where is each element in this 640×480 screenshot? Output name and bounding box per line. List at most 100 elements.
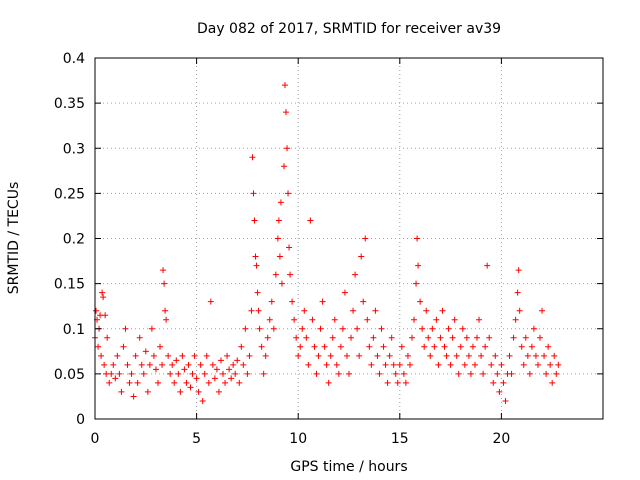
data-point xyxy=(138,361,145,368)
data-point xyxy=(205,379,212,386)
y-tick-label: 0.05 xyxy=(54,367,85,383)
data-point xyxy=(474,334,481,341)
data-point xyxy=(482,343,489,350)
data-point xyxy=(228,375,235,382)
data-point xyxy=(272,271,279,278)
data-point xyxy=(348,334,355,341)
data-point xyxy=(100,294,107,301)
data-point xyxy=(518,343,525,350)
data-point xyxy=(126,379,133,386)
data-point xyxy=(280,163,287,170)
data-point xyxy=(222,379,229,386)
data-point xyxy=(197,361,204,368)
data-point xyxy=(335,370,342,377)
data-point xyxy=(374,352,381,359)
data-point xyxy=(327,352,334,359)
data-point xyxy=(167,370,174,377)
data-point xyxy=(437,334,444,341)
data-point xyxy=(522,334,529,341)
data-point xyxy=(402,379,409,386)
data-point xyxy=(443,352,450,359)
data-point xyxy=(319,298,326,305)
data-point xyxy=(286,244,293,251)
data-point xyxy=(169,361,176,368)
data-point xyxy=(510,334,517,341)
data-point xyxy=(496,388,503,395)
data-point xyxy=(323,361,330,368)
data-point xyxy=(321,343,328,350)
data-point xyxy=(244,370,251,377)
data-point xyxy=(226,366,233,373)
data-point xyxy=(404,352,411,359)
data-point xyxy=(441,343,448,350)
data-point xyxy=(463,334,470,341)
data-point xyxy=(289,298,296,305)
data-point xyxy=(396,361,403,368)
data-point xyxy=(266,316,273,323)
data-point xyxy=(230,361,237,368)
data-point xyxy=(191,352,198,359)
data-point xyxy=(461,361,468,368)
data-point xyxy=(543,370,550,377)
x-tick-label: 0 xyxy=(91,431,100,447)
data-point xyxy=(177,388,184,395)
data-point xyxy=(528,343,535,350)
data-point xyxy=(299,325,306,332)
data-point xyxy=(530,325,537,332)
data-point xyxy=(207,298,214,305)
data-point xyxy=(421,343,428,350)
y-tick-label: 0.35 xyxy=(54,96,85,112)
data-point xyxy=(419,325,426,332)
data-point xyxy=(258,343,265,350)
data-point xyxy=(453,352,460,359)
y-tick-label: 0.1 xyxy=(63,322,85,338)
data-point xyxy=(152,366,159,373)
data-point xyxy=(471,361,478,368)
data-point xyxy=(520,361,527,368)
data-point xyxy=(358,253,365,260)
data-point xyxy=(425,334,432,341)
data-point xyxy=(128,370,135,377)
data-point xyxy=(254,289,261,296)
data-point xyxy=(388,334,395,341)
y-tick-label: 0.15 xyxy=(54,277,85,293)
data-point xyxy=(390,361,397,368)
data-point xyxy=(333,361,340,368)
data-point xyxy=(130,393,137,400)
data-point xyxy=(124,361,131,368)
data-point xyxy=(136,334,143,341)
data-point xyxy=(382,361,389,368)
data-point xyxy=(553,370,560,377)
data-point xyxy=(232,370,239,377)
data-point xyxy=(99,289,106,296)
data-point xyxy=(277,199,284,206)
data-point xyxy=(260,370,267,377)
data-point xyxy=(154,379,161,386)
data-point xyxy=(486,334,493,341)
data-point xyxy=(295,352,302,359)
data-point xyxy=(341,289,348,296)
data-point xyxy=(506,352,513,359)
data-point xyxy=(185,361,192,368)
data-point xyxy=(339,325,346,332)
data-point xyxy=(317,325,324,332)
data-point xyxy=(114,352,121,359)
data-point xyxy=(291,316,298,323)
data-point xyxy=(331,316,338,323)
data-point xyxy=(234,357,241,364)
data-point xyxy=(417,298,424,305)
data-point xyxy=(181,366,188,373)
data-point xyxy=(122,325,129,332)
data-point xyxy=(514,289,521,296)
data-point xyxy=(161,280,168,287)
data-point xyxy=(368,361,375,368)
data-point xyxy=(104,334,111,341)
data-point xyxy=(414,235,421,242)
y-axis-label: SRMTID / TECUs xyxy=(6,182,22,295)
data-point xyxy=(209,361,216,368)
data-point xyxy=(162,307,169,314)
data-point xyxy=(526,370,533,377)
data-point xyxy=(297,343,304,350)
data-point xyxy=(380,343,387,350)
